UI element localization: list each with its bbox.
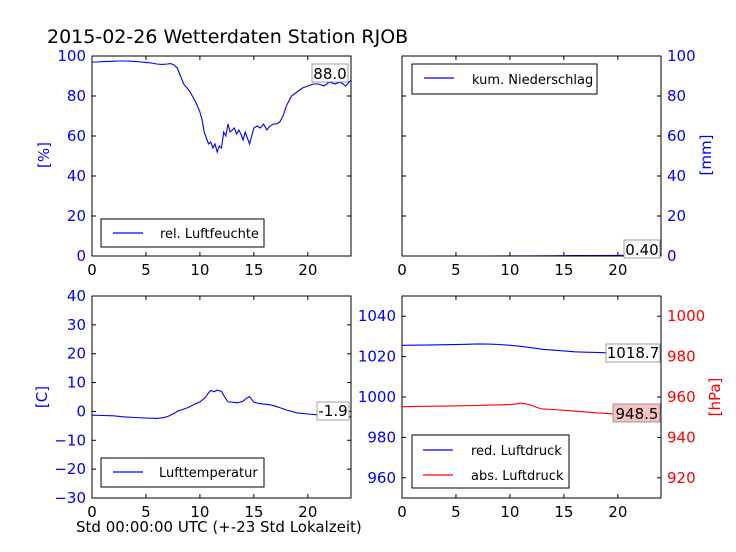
pressure-x-tick-label: 10 (500, 503, 519, 521)
precipitation-x-tick-label: 10 (500, 261, 519, 279)
humidity-x-ticks: 0 5 10 15 20 (87, 56, 317, 279)
temperature-panel: 0 5 10 15 20 −30 −20 −10 0 10 20 30 40 [C] Lufttemp… (33, 287, 352, 521)
precipitation-y-ticks: 0 20 40 60 80 100 (402, 47, 696, 265)
pressure-legend-abs: abs. Luftdruck (471, 469, 564, 484)
precipitation-x-tick-label: 5 (451, 261, 461, 279)
temperature-y-tick-label: 0 (76, 402, 86, 420)
temperature-y-tick-label: 10 (67, 374, 86, 392)
humidity-x-tick-label: 20 (298, 261, 317, 279)
temperature-y-label: [C] (33, 386, 51, 408)
pressure-x-tick-label: 15 (554, 503, 573, 521)
precipitation-y-tick-label: 100 (667, 47, 696, 65)
precipitation-y-tick-label: 0 (667, 247, 677, 265)
pressure-red-last-value: 1018.7 (605, 343, 661, 363)
temperature-plot-area (91, 295, 352, 499)
temperature-x-tick-label: 15 (244, 503, 263, 521)
pressure-red-last-value-text: 1018.7 (607, 344, 660, 362)
pressure-x-tick-label: 20 (608, 503, 627, 521)
pressure-x-tick-label: 0 (397, 503, 407, 521)
pressure-x-tick-label: 5 (451, 503, 461, 521)
humidity-y-tick-label: 80 (67, 87, 86, 105)
humidity-axes-frame (91, 55, 352, 257)
humidity-legend: rel. Luftfeuchte (100, 218, 265, 248)
pressure-y-ticks: 960 980 1000 1020 1040 (358, 307, 661, 487)
humidity-y-tick-label: 60 (67, 127, 86, 145)
pressure-abs-last-value-text: 948.5 (616, 405, 659, 423)
precipitation-last-value: 0.40 (623, 239, 661, 259)
precipitation-x-tick-label: 20 (608, 261, 627, 279)
precipitation-x-ticks: 0 5 10 15 20 (397, 56, 627, 279)
precipitation-y-label: [mm] (697, 135, 715, 176)
temperature-x-tick-label: 0 (87, 503, 97, 521)
pressure-panel: 0 5 10 15 20 960 980 1000 1020 1040 920 940 960 980… (358, 295, 724, 521)
pressure-abs-last-value: 948.5 (612, 403, 661, 423)
pressure-y2-tick-label: 980 (667, 348, 696, 366)
pressure-y-tick-label: 1040 (358, 307, 396, 325)
precipitation-last-value-text: 0.40 (625, 241, 658, 259)
temperature-last-value: -1.9 (316, 401, 350, 421)
precipitation-x-tick-label: 0 (397, 261, 407, 279)
precipitation-y-tick-label: 80 (667, 87, 686, 105)
humidity-y-tick-label: 100 (57, 47, 86, 65)
x-axis-label: Std 00:00:00 UTC (+-23 Std Lokalzeit) (76, 518, 362, 536)
pressure-y2-tick-label: 960 (667, 388, 696, 406)
temperature-legend-label: Lufttemperatur (159, 466, 258, 481)
precipitation-y-tick-label: 40 (667, 167, 686, 185)
humidity-plot-area (91, 55, 352, 257)
temperature-y-tick-label: 40 (67, 287, 86, 305)
temperature-x-tick-label: 5 (141, 503, 151, 521)
pressure-y2-label: [hPa] (706, 378, 724, 417)
temperature-last-value-text: -1.9 (318, 402, 347, 420)
pressure-y-tick-label: 1020 (358, 348, 396, 366)
temperature-legend: Lufttemperatur (100, 457, 265, 488)
pressure-x-ticks: 0 5 10 15 20 (397, 296, 627, 521)
precipitation-panel: 0 5 10 15 20 0 20 40 60 80 100 [mm] kum. Niedersc… (397, 47, 715, 279)
temperature-y-tick-label: 30 (67, 316, 86, 334)
humidity-x-tick-label: 5 (141, 261, 151, 279)
temperature-y-ticks: −30 −20 −10 0 10 20 30 40 (54, 287, 351, 507)
pressure-y-tick-label: 980 (367, 428, 396, 446)
precipitation-x-tick-label: 15 (554, 261, 573, 279)
humidity-x-tick-label: 0 (87, 261, 97, 279)
temperature-axes-frame (91, 295, 352, 499)
pressure-legend-red: red. Luftdruck (471, 444, 562, 459)
temperature-y-tick-label: −10 (54, 431, 86, 449)
pressure-legend: red. Luftdruck abs. Luftdruck (411, 434, 570, 489)
precipitation-axes-frame (401, 55, 662, 257)
temperature-y-tick-label: 20 (67, 345, 86, 363)
humidity-series-line-0 (92, 60, 352, 154)
precipitation-y-tick-label: 20 (667, 207, 686, 225)
humidity-panel: 0 5 10 15 20 0 20 40 60 80 100 [%] rel. Luftfeuch… (35, 47, 352, 279)
humidity-y-tick-label: 0 (76, 247, 86, 265)
pressure-y2-ticks: 920 940 960 980 1000 (667, 307, 705, 487)
humidity-y-label: [%] (35, 142, 53, 168)
humidity-y-tick-label: 20 (67, 207, 86, 225)
precipitation-y-tick-label: 60 (667, 127, 686, 145)
precipitation-legend-label: kum. Niederschlag (472, 73, 593, 88)
pressure-y-tick-label: 1000 (358, 388, 396, 406)
temperature-series-line-0 (91, 389, 352, 419)
humidity-x-tick-label: 10 (190, 261, 209, 279)
pressure-y2-tick-label: 940 (667, 428, 696, 446)
humidity-legend-label: rel. Luftfeuchte (160, 227, 259, 242)
temperature-x-ticks: 0 5 10 15 20 (87, 296, 317, 521)
temperature-y-tick-label: −20 (54, 460, 86, 478)
temperature-y-tick-label: −30 (54, 489, 86, 507)
humidity-last-value: 88.0 (311, 63, 349, 83)
pressure-y2-tick-label: 920 (667, 469, 696, 487)
temperature-x-tick-label: 20 (298, 503, 317, 521)
temperature-x-tick-label: 10 (190, 503, 209, 521)
pressure-y2-tick-label: 1000 (667, 307, 705, 325)
precipitation-legend: kum. Niederschlag (411, 63, 598, 95)
humidity-y-ticks: 0 20 40 60 80 100 (57, 47, 351, 265)
humidity-last-value-text: 88.0 (313, 65, 346, 83)
humidity-y-tick-label: 40 (67, 167, 86, 185)
humidity-x-tick-label: 15 (244, 261, 263, 279)
figure-title: 2015-02-26 Wetterdaten Station RJOB (47, 26, 408, 48)
pressure-y-tick-label: 960 (367, 469, 396, 487)
